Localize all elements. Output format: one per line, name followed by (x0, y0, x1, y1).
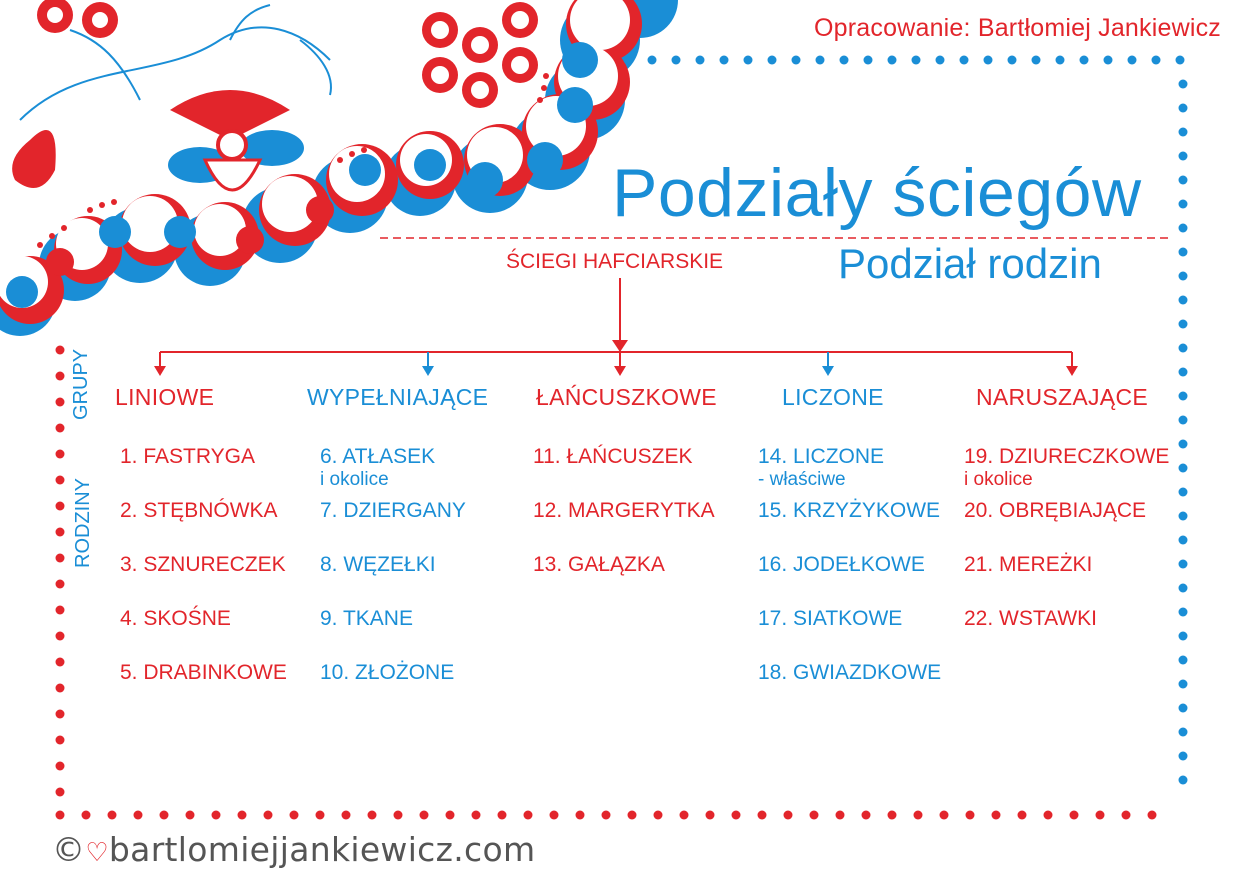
flower-motif (12, 0, 304, 227)
list-item: 22. WSTAWKI (964, 607, 1098, 630)
list-item: 9. TKANE (320, 607, 413, 630)
frame-right-dots (1178, 79, 1188, 785)
list-item: 12. MARGERYTKA (533, 499, 715, 522)
list-item: 18. GWIAZDKOWE (758, 661, 942, 684)
list-item: 16. JODEŁKOWE (758, 553, 925, 576)
tree-connectors (159, 278, 1073, 368)
page-subtitle: Podział rodzin (838, 240, 1102, 287)
group-heading: NARUSZAJĄCE (976, 384, 1148, 410)
list-item-sub: i okolice (964, 469, 1033, 490)
arrow-icon (822, 366, 834, 376)
list-item: 6. ATŁASEK i okolice (320, 444, 466, 491)
footer-credit: ©♡bartlomiejjankiewicz.com (52, 830, 535, 869)
frame-left-dots (55, 345, 65, 797)
list-item: 17. SIATKOWE (758, 607, 903, 630)
family-list: 14. LICZONE - właściwe 15. KRZYŻYKOWE 16.… (758, 444, 941, 714)
list-item: 13. GAŁĄZKA (533, 553, 665, 576)
list-item-label: 19. DZIURECZKOWE (964, 445, 1170, 468)
list-item: 14. LICZONE - właściwe (758, 444, 941, 491)
side-label-groups: GRUPY (70, 348, 92, 420)
family-list: 11. ŁAŃCUSZEK 12. MARGERYTKA 13. GAŁĄZKA (533, 444, 715, 606)
list-item-sub: i okolice (320, 469, 389, 490)
list-item: 21. MEREŻKI (964, 553, 1093, 576)
list-item-sub: - właściwe (758, 469, 846, 490)
list-item: 10. ZŁOŻONE (320, 661, 455, 684)
page-title: Podziały ściegów (612, 154, 1142, 231)
arrow-icon (612, 340, 628, 352)
frame-top-dots (623, 55, 1185, 65)
arrow-icon (1066, 366, 1078, 376)
folk-ornament (0, 0, 678, 336)
website-link[interactable]: bartlomiejjankiewicz.com (108, 830, 536, 869)
family-list: 19. DZIURECZKOWE i okolice 20. OBRĘBIAJĄC… (964, 444, 1169, 660)
list-item: 8. WĘZEŁKI (320, 553, 436, 576)
arrow-icon (154, 366, 166, 376)
family-list: 6. ATŁASEK i okolice 7. DZIERGANY 8. WĘZE… (320, 444, 466, 714)
arrow-icon (422, 366, 434, 376)
list-item: 7. DZIERGANY (320, 499, 466, 522)
group-heading: ŁAŃCUSZKOWE (536, 384, 717, 410)
arrow-icon (614, 366, 626, 376)
list-item: 20. OBRĘBIAJĄCE (964, 499, 1147, 522)
list-item: 19. DZIURECZKOWE i okolice (964, 444, 1169, 491)
group-heading: LICZONE (782, 384, 884, 410)
tree-root: ŚCIEGI HAFCIARSKIE (506, 250, 724, 273)
list-item: 4. SKOŚNE (120, 607, 231, 630)
group-heading: WYPEŁNIAJĄCE (307, 384, 489, 410)
list-item: 3. SZNURECZEK (120, 553, 286, 576)
list-item: 2. STĘBNÓWKA (120, 499, 278, 522)
list-item: 5. DRABINKOWE (120, 661, 287, 684)
group-heading: LINIOWE (115, 384, 215, 410)
list-item-label: 14. LICZONE (758, 445, 885, 468)
heart-icon: ♡ (85, 838, 109, 868)
family-list: 1. FASTRYGA 2. STĘBNÓWKA 3. SZNURECZEK 4… (120, 444, 287, 714)
copyright-symbol: © (52, 830, 86, 869)
list-item-label: 6. ATŁASEK (320, 445, 436, 468)
list-item: 11. ŁAŃCUSZEK (533, 445, 693, 468)
frame-bottom-dots (55, 810, 1157, 820)
list-item: 15. KRZYŻYKOWE (758, 499, 941, 522)
list-item: 1. FASTRYGA (120, 445, 255, 468)
side-label-families: RODZINY (72, 478, 94, 568)
tree-arrowheads (154, 340, 1078, 376)
author-credit: Opracowanie: Bartłomiej Jankiewicz (814, 14, 1221, 42)
